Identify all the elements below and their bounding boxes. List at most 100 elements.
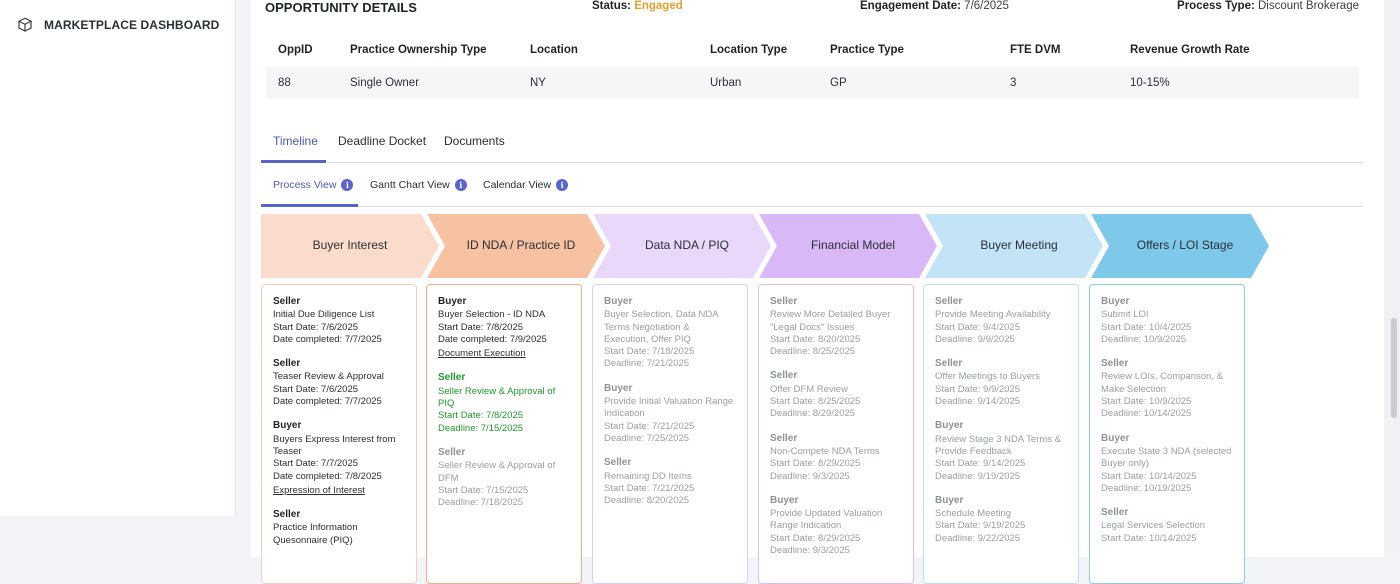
task-card[interactable]: Seller Teaser Review & Approval Start Date… (273, 358, 405, 408)
tab-deadline-docket[interactable]: Deadline Docket (338, 134, 427, 148)
task-line: Start Date: 9/14/2025 (935, 458, 1026, 470)
task-line: Start Date: 7/8/2025 (438, 321, 524, 333)
task-line: Start Date: 10/14/2025 (1101, 470, 1197, 482)
task-card[interactable]: Seller Legal Services Selection Start Date… (1101, 507, 1233, 545)
task-card[interactable]: Seller Offer DFM Review Start Date: 8/25/2… (770, 370, 902, 420)
stage-label: Offers / LOI Stage (1136, 238, 1234, 252)
task-card[interactable]: Buyer Buyers Express Interest from Teaser… (273, 420, 405, 497)
task-document-link[interactable]: Document Execution (438, 348, 526, 360)
task-card[interactable]: Buyer Submit LOI Start Date: 10/4/2025 Dead… (1101, 296, 1233, 346)
task-line: Date completed: 7/8/2025 (273, 470, 382, 482)
tab-documents[interactable]: Documents (444, 134, 505, 148)
stage-chevron[interactable] (1091, 214, 1269, 278)
task-role: Seller (273, 509, 301, 521)
table-cell: 3 (998, 67, 1118, 99)
task-role: Buyer (935, 494, 964, 506)
task-role: Buyer (935, 420, 964, 432)
table-cell: 88 (266, 67, 338, 99)
stage-progress: Buyer Interest ID NDA / Practice ID Data… (261, 214, 1271, 278)
engagement-date-field: Engagement Date: 7/6/2025 (860, 0, 1009, 12)
task-line: Review LOIs, Comparison, & Make Selectio… (1101, 371, 1223, 395)
task-line: Start Date: 8/20/2025 (770, 333, 861, 345)
task-line: Initial Due Diligence List (273, 309, 375, 321)
tab-process-view[interactable]: Process View i (273, 179, 354, 191)
engagement-date-label: Engagement Date: (860, 0, 961, 12)
task-line: Remaining DD Items (604, 470, 692, 482)
task-line: Provide Meeting Availability (935, 309, 1051, 321)
tab-calendar-view[interactable]: Calendar View i (483, 179, 569, 191)
sidebar-footer (0, 516, 235, 550)
info-icon[interactable]: i (454, 179, 467, 191)
task-card[interactable]: Buyer Schedule Meeting Start Date: 9/19/20… (935, 495, 1067, 545)
sidebar-item-marketplace-dashboard[interactable]: MARKETPLACE DASHBOARD (16, 16, 219, 34)
table-header-row: OppID Practice Ownership Type Location L… (266, 39, 1359, 67)
stage-column: Buyer Buyer Selection, Data NDA Terms Neg… (592, 284, 748, 584)
opportunity-header: OPPORTUNITY DETAILS Status: Engaged Enga… (251, 0, 1384, 28)
process-type-value: Discount Brokerage (1258, 0, 1359, 12)
tab-timeline[interactable]: Timeline (273, 134, 318, 148)
task-line: Start Date: 9/9/2025 (935, 383, 1021, 395)
info-icon[interactable]: i (556, 179, 569, 191)
stage-chevron[interactable] (427, 214, 605, 278)
task-card[interactable]: Seller Remaining DD Items Start Date: 7/21… (604, 457, 736, 507)
opportunity-info-table: OppID Practice Ownership Type Location L… (266, 39, 1359, 99)
task-card[interactable]: Buyer Execute State 3 NDA (selected Buyer… (1101, 433, 1233, 495)
task-document-link[interactable]: Expression of Interest (273, 484, 365, 496)
task-card[interactable]: Seller Review More Detailed Buyer "Legal … (770, 296, 902, 358)
task-line: Buyers Express Interest from Teaser (273, 433, 396, 457)
tab-label: Gantt Chart View (370, 179, 450, 191)
task-card[interactable]: Buyer Buyer Selection - ID NDA Start Date:… (438, 296, 570, 360)
stage-column: Seller Provide Meeting Availability Start … (923, 284, 1079, 584)
task-line: Deadline: 10/14/2025 (1101, 408, 1192, 420)
stage-chevron[interactable] (261, 214, 439, 278)
stage-label: Data NDA / PIQ (644, 238, 730, 252)
task-role: Buyer (604, 382, 633, 394)
task-line: Start Date: 8/25/2025 (770, 396, 861, 408)
task-line: Start Date: 7/7/2025 (273, 458, 359, 470)
task-role: Seller (935, 358, 963, 370)
task-role: Seller (273, 296, 301, 307)
task-line: Review More Detailed Buyer "Legal Docs" … (770, 309, 891, 333)
task-role: Seller (770, 296, 798, 307)
main-tabs: Timeline Deadline Docket Documents (261, 128, 1363, 163)
task-line: Deadline: 9/14/2025 (935, 396, 1021, 408)
stage-label: ID NDA / Practice ID (466, 238, 576, 252)
task-line: Start Date: 7/15/2025 (438, 484, 529, 496)
task-line: Provide Initial Valuation Range Indicati… (604, 396, 734, 420)
task-line: Deadline: 9/3/2025 (770, 470, 850, 482)
task-line: Deadline: 7/15/2025 (438, 422, 524, 434)
stage-chevron[interactable] (593, 214, 771, 278)
task-line: Provide Updated Valuation Range Indicati… (770, 508, 883, 532)
status-label: Status: (592, 0, 631, 12)
task-line: Deadline: 9/22/2025 (935, 532, 1021, 544)
stage-chevron[interactable] (759, 214, 937, 278)
task-line: Submit LOI (1101, 309, 1149, 321)
task-line: Teaser Review & Approval (273, 371, 384, 383)
cube-icon (17, 17, 33, 32)
task-card[interactable]: Seller Seller Review & Approval of DFM Sta… (438, 447, 570, 509)
task-line: Deadline: 7/25/2025 (604, 432, 690, 444)
task-card[interactable]: Buyer Buyer Selection, Data NDA Terms Neg… (604, 296, 736, 371)
task-card[interactable]: Buyer Provide Updated Valuation Range Ind… (770, 495, 902, 557)
task-card[interactable]: Seller Offer Meetings to Buyers Start Date… (935, 358, 1067, 408)
task-card[interactable]: Seller Provide Meeting Availability Start … (935, 296, 1067, 346)
task-line: Date completed: 7/9/2025 (438, 333, 547, 345)
task-card[interactable]: Buyer Review Stage 3 NDA Terms & Provide … (935, 420, 1067, 482)
task-line: Practice Information Quesonnaire (PIQ) (273, 522, 358, 546)
task-line: Buyer Selection - ID NDA (438, 309, 546, 321)
task-card[interactable]: Seller Review LOIs, Comparison, & Make Se… (1101, 358, 1233, 420)
task-line: Execute State 3 NDA (selected Buyer only… (1101, 445, 1232, 470)
table-cell: 10-15% (1118, 67, 1359, 99)
task-card[interactable]: Seller Seller Review & Approval of PIQ Sta… (438, 372, 570, 434)
column-header: Practice Ownership Type (350, 44, 487, 56)
page-scrollbar[interactable] (1391, 318, 1397, 418)
stage-column: Buyer Buyer Selection - ID NDA Start Date:… (426, 284, 582, 584)
task-card[interactable]: Buyer Provide Initial Valuation Range Ind… (604, 383, 736, 445)
info-icon[interactable]: i (341, 179, 354, 191)
stage-chevron[interactable] (925, 214, 1103, 278)
task-card[interactable]: Seller Non-Compete NDA Terms Start Date: 8… (770, 433, 902, 483)
task-card[interactable]: Seller Practice Information Quesonnaire (… (273, 509, 405, 547)
task-line: Deadline: 9/9/2025 (935, 333, 1015, 345)
task-card[interactable]: Seller Initial Due Diligence List Start Da… (273, 296, 405, 346)
tab-gantt-chart-view[interactable]: Gantt Chart View i (370, 179, 467, 191)
